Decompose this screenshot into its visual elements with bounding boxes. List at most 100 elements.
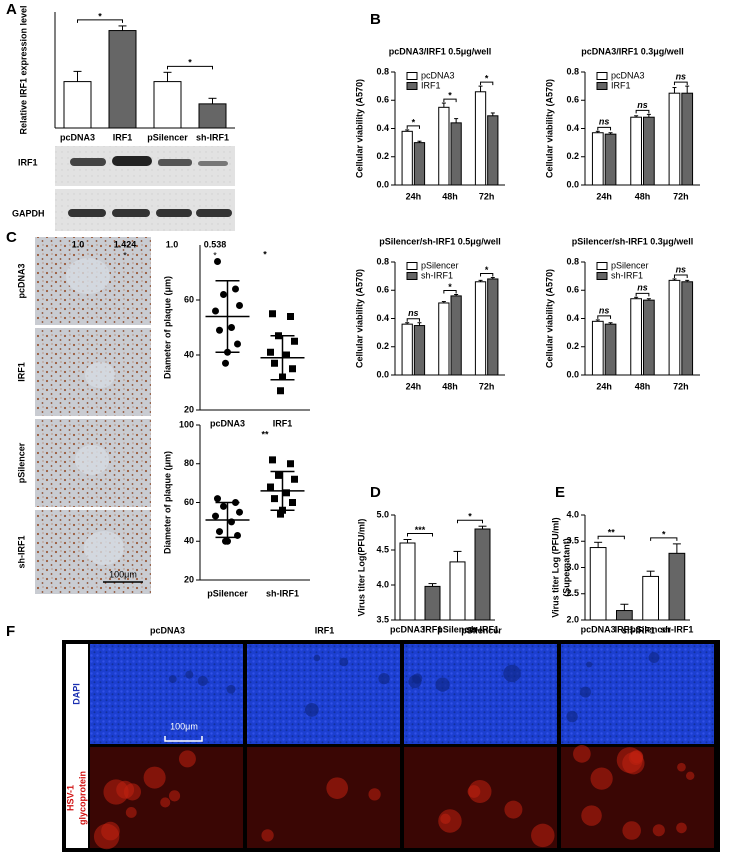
nucleus-cluster [435, 677, 450, 692]
significance-label: * [98, 11, 102, 21]
legend-label: pSilencer [611, 260, 649, 270]
legend-swatch [406, 272, 418, 280]
legend-label: sh-IRF1 [611, 270, 643, 280]
legend-label: pSilencer [421, 260, 459, 270]
panel-label: C [6, 229, 17, 246]
x-tick-label: IRF1 [615, 624, 635, 634]
fluorescence [531, 823, 555, 848]
bar [487, 278, 499, 376]
x-tick-label: sh-IRF1 [196, 132, 229, 142]
y-tick-label: 0.0 [376, 179, 389, 189]
bar [108, 30, 137, 129]
x-tick-label: pcDNA3 [210, 418, 245, 428]
significance-label: * [485, 74, 489, 84]
nucleus-cluster [339, 657, 349, 667]
fluorescence [676, 822, 687, 834]
fluorescence [438, 809, 462, 833]
fluorescence [677, 762, 686, 772]
column-header: pSilencer [461, 625, 502, 635]
column-header: sh-IRF1 [622, 625, 655, 635]
bar [438, 302, 450, 376]
significance-bracket [597, 315, 612, 319]
bar [604, 323, 617, 376]
bar [589, 547, 607, 621]
legend-swatch [406, 262, 418, 270]
row-label: glycoprotein [77, 771, 87, 825]
y-tick-label: 0.6 [566, 285, 579, 295]
bar [681, 92, 694, 186]
fluorescence [116, 780, 135, 799]
data-point [236, 302, 243, 309]
x-tick-label: sh-IRF1 [266, 588, 299, 598]
data-point [269, 310, 276, 318]
x-tick-label: 48h [442, 191, 458, 201]
y-tick-label: 80 [184, 458, 194, 468]
bar [487, 115, 499, 186]
y-tick-label: 0.4 [566, 313, 579, 323]
bar [413, 325, 426, 376]
data-point [271, 495, 278, 503]
fluorescence [685, 771, 695, 781]
significance-bracket [597, 126, 612, 131]
y-tick-label: 0.8 [566, 256, 579, 266]
significance-label: * [188, 58, 192, 68]
y-axis-label: Relative IRF1 expression level [18, 5, 28, 134]
y-tick-label: 100 [179, 419, 194, 429]
x-tick-label: 24h [406, 381, 422, 391]
fluorescence [467, 785, 481, 798]
x-tick-label: 48h [635, 191, 651, 201]
bar [681, 281, 694, 376]
significance-bracket [597, 535, 625, 540]
significance-label: * [468, 512, 472, 522]
significance-label: ns [408, 308, 419, 318]
bar [153, 81, 182, 129]
significance-bracket [673, 81, 688, 86]
bar [604, 133, 617, 186]
x-tick-label: sh-IRF1 [466, 624, 499, 634]
fluorescence [143, 766, 166, 789]
significance-bracket [480, 273, 494, 277]
nucleus-cluster [648, 652, 660, 664]
bar [63, 81, 92, 129]
significance-bracket [635, 109, 650, 114]
x-tick-label: IRF1 [113, 132, 133, 142]
nucleus-cluster [197, 675, 208, 687]
micrograph-label: sh-IRF1 [16, 535, 26, 568]
y-axis-label: Cellular viability (A570) [354, 269, 364, 368]
blot-band [158, 159, 192, 166]
micrograph-label: pcDNA3 [16, 263, 26, 298]
significance-bracket [480, 81, 494, 86]
data-point [267, 348, 274, 356]
nucleus-cluster [378, 672, 390, 685]
panel-label: F [6, 623, 15, 640]
x-tick-label: pSilencer [207, 588, 248, 598]
y-axis-label: Virus titer Log(PFU/ml) [356, 519, 366, 617]
legend-label: IRF1 [611, 80, 631, 90]
y-tick-label: 0.4 [566, 123, 579, 133]
nucleus-cluster [185, 670, 194, 679]
bar [642, 575, 659, 621]
significance-label: ** [261, 429, 269, 439]
bar [668, 552, 686, 621]
nucleus-cluster [168, 675, 177, 683]
scale-label: 100μm [109, 569, 137, 579]
data-point [232, 285, 239, 293]
bar [401, 130, 413, 186]
plaque [75, 445, 109, 475]
x-tick-label: 72h [479, 191, 495, 201]
blot-band [112, 156, 152, 166]
nucleus-cluster [503, 664, 521, 683]
y-axis-label: (Supernatant) [561, 538, 571, 597]
bar [198, 103, 227, 129]
legend-label: pcDNA3 [611, 70, 645, 80]
significance-bracket [650, 537, 678, 541]
y-tick-label: 40 [184, 349, 194, 359]
bar [413, 142, 426, 186]
y-axis-label: Virus titer Log (PFU/ml) [550, 517, 560, 617]
significance-bracket [406, 318, 420, 322]
significance-label: * [412, 117, 416, 127]
x-tick-label: 72h [673, 381, 689, 391]
y-tick-label: 0.6 [376, 285, 389, 295]
bar [438, 106, 450, 186]
